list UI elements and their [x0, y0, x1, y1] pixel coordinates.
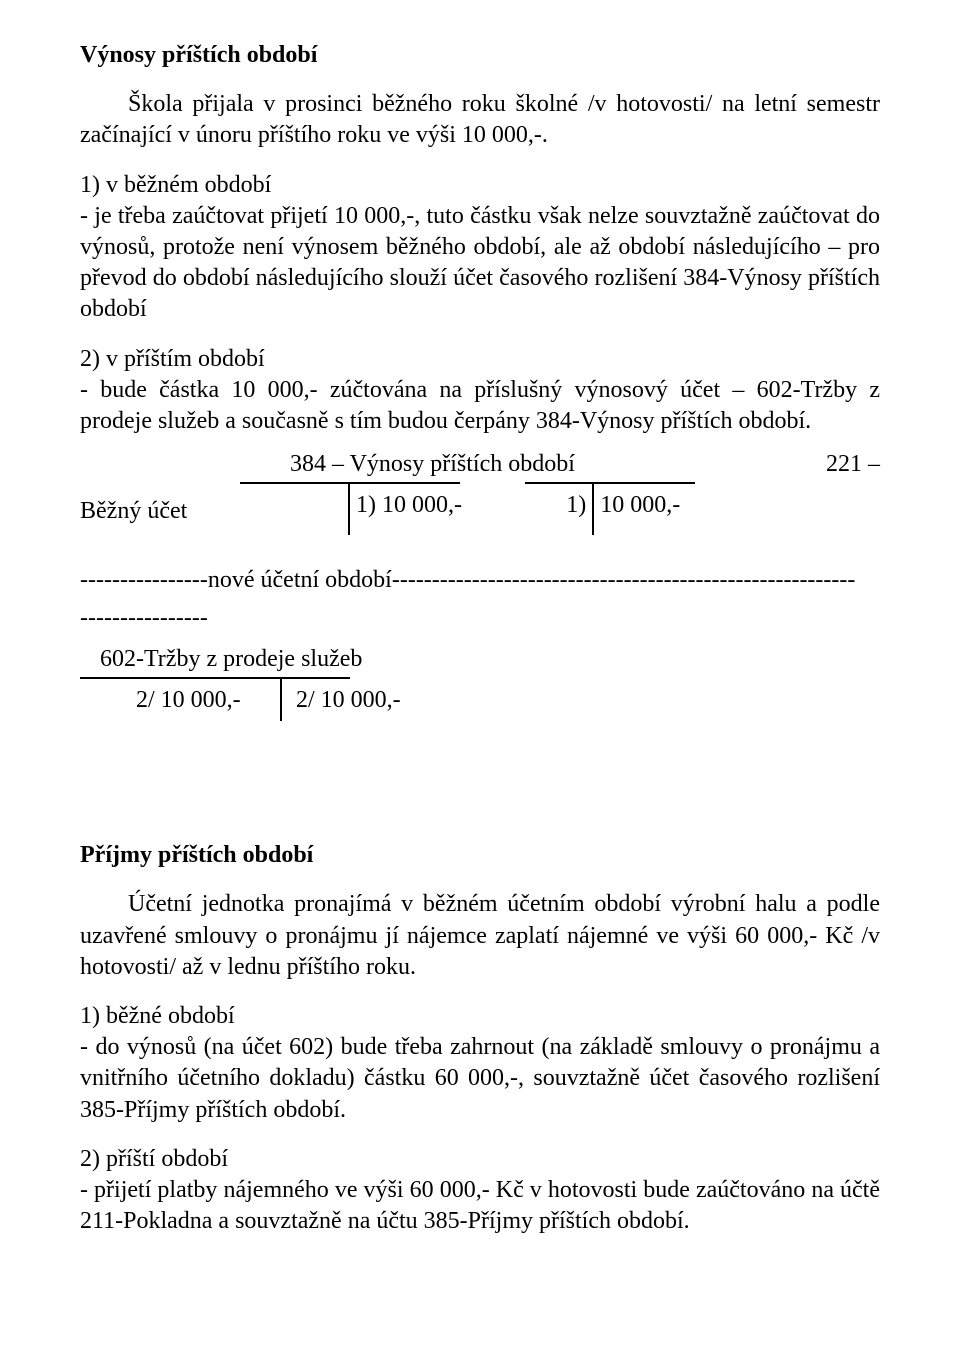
section2-item1-body: - do výnosů (na účet 602) bude třeba zah…	[80, 1032, 880, 1126]
t-account-602: 602-Tržby z prodeje služeb 2/ 10 000,- 2…	[80, 644, 380, 730]
section1-item1-lead: 1) v běžném období	[80, 170, 880, 201]
t-account-384-right: 1) 10 000,-	[350, 484, 460, 535]
t-account-left-label: Běžný účet	[80, 482, 220, 527]
t-account-384: 1) 10 000,-	[220, 482, 480, 535]
t-account-221-left: 1)	[525, 484, 592, 535]
t-account-center: 384 – Výnosy příštích období 221 – Běžný…	[80, 449, 880, 535]
t-account-602-right: 2/ 10 000,-	[290, 679, 407, 730]
period-divider: ----------------nové účetní období------…	[80, 565, 880, 596]
t-account-221: 1) 10 000,-	[520, 482, 700, 535]
section2-item2-lead: 2) příští období	[80, 1144, 880, 1175]
t-account-title-221: 221 –	[790, 449, 880, 480]
section2-intro: Účetní jednotka pronajímá v běžném účetn…	[80, 889, 880, 983]
t-account-row-384-221: 384 – Výnosy příštích období 221 – Běžný…	[80, 449, 880, 535]
section1-item2-lead: 2) v příštím období	[80, 344, 880, 375]
t-account-602-left: 2/ 10 000,-	[80, 679, 272, 730]
section1-intro: Škola přijala v prosinci běžného roku šk…	[80, 89, 880, 151]
t-account-221-right: 10 000,-	[594, 484, 695, 535]
section2-item2-body: - přijetí platby nájemného ve výši 60 00…	[80, 1175, 880, 1237]
section1-heading: Výnosy příštích období	[80, 40, 880, 71]
t-account-title-line: 384 – Výnosy příštích období 221 –	[80, 449, 880, 480]
t-account-384-left	[240, 484, 348, 535]
section1-item2-body: - bude částka 10 000,- zúčtována na přís…	[80, 375, 880, 437]
t-account-602-title: 602-Tržby z prodeje služeb	[80, 644, 380, 675]
section2-item1-lead: 1) běžné období	[80, 1001, 880, 1032]
t-account-title-384: 384 – Výnosy příštích období	[220, 449, 790, 480]
section2-heading: Příjmy příštích období	[80, 840, 880, 871]
document-page: Výnosy příštích období Škola přijala v p…	[0, 0, 960, 1365]
period-divider-cont: ----------------	[80, 603, 880, 634]
section1-item1-body: - je třeba zaúčtovat přijetí 10 000,-, t…	[80, 201, 880, 326]
